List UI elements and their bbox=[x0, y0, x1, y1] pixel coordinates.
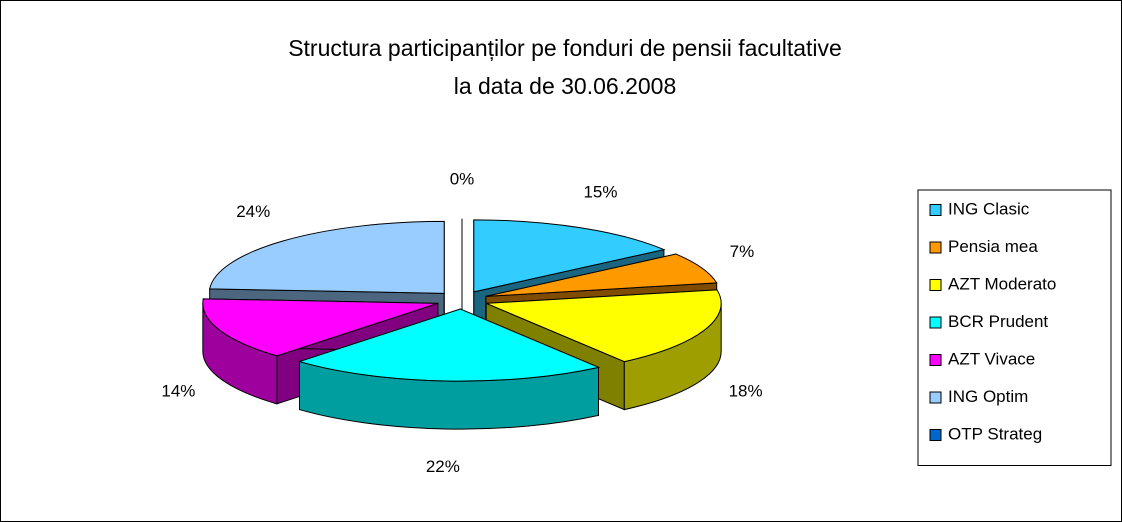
legend-swatch bbox=[929, 279, 942, 291]
legend-swatch bbox=[929, 316, 942, 329]
chart-title: la data de 30.06.2008 bbox=[454, 73, 677, 99]
slice-top bbox=[202, 298, 438, 357]
slice-top bbox=[297, 308, 601, 382]
legend-swatch bbox=[929, 429, 942, 441]
slice-top bbox=[473, 219, 666, 293]
legend-label: BCR Prudent bbox=[948, 312, 1048, 331]
data-label: 15% bbox=[583, 183, 617, 202]
data-label: 7% bbox=[730, 242, 755, 261]
legend-box bbox=[917, 189, 1112, 466]
data-label: 14% bbox=[161, 382, 195, 401]
data-label: 18% bbox=[729, 382, 763, 401]
legend-swatch bbox=[929, 354, 942, 366]
legend-label: ING Clasic bbox=[948, 199, 1030, 218]
legend-swatch bbox=[929, 204, 942, 216]
pie-slice bbox=[297, 308, 601, 430]
legend-swatch bbox=[929, 391, 942, 404]
data-label: 22% bbox=[426, 457, 460, 476]
slice-top bbox=[485, 289, 722, 363]
legend-label: Pensia mea bbox=[948, 237, 1038, 256]
legend-label: AZT Vivace bbox=[948, 349, 1035, 368]
legend-label: OTP Strateg bbox=[948, 424, 1042, 443]
chart-title: Structura participanților pe fonduri de … bbox=[288, 35, 842, 61]
data-label: 24% bbox=[236, 202, 270, 221]
slice-top bbox=[485, 253, 718, 297]
data-label: 0% bbox=[450, 169, 475, 188]
legend-label: ING Optim bbox=[948, 387, 1028, 406]
slice-top bbox=[209, 220, 445, 294]
legend-label: AZT Moderato bbox=[948, 274, 1056, 293]
legend-swatch bbox=[929, 241, 942, 254]
